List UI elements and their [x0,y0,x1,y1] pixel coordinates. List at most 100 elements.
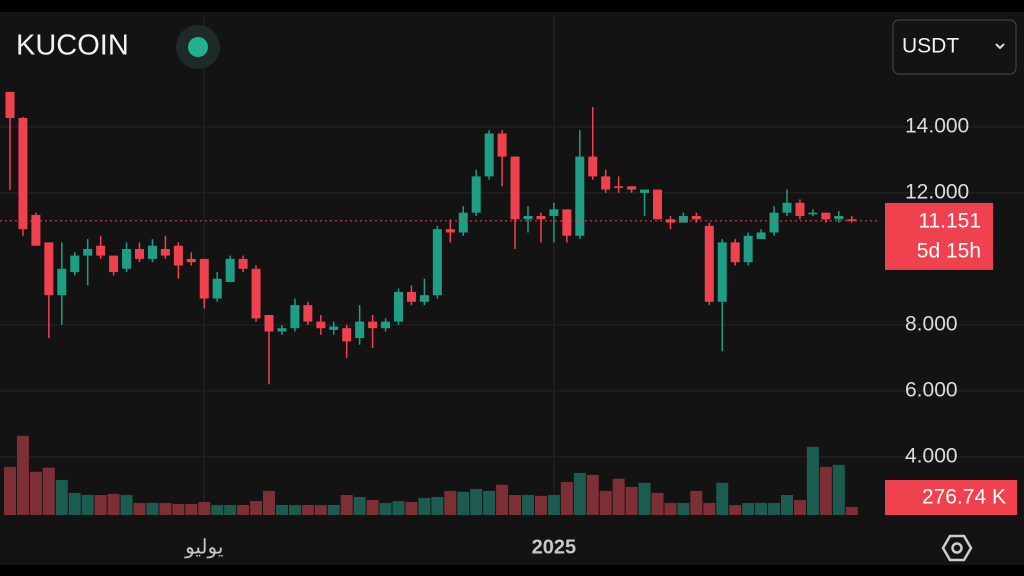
volume-bar [133,502,146,515]
select-label[interactable]: USDT [902,35,959,58]
volume-bar [509,494,522,515]
x-tick-label: يوليو [184,536,223,558]
panel [0,12,1024,565]
volume-bar [159,502,172,515]
volume-bar [651,492,664,515]
candle-body [394,291,403,322]
candle-body [18,117,28,230]
volume-bar [107,493,120,515]
exchange-name: KUCOIN [16,30,129,62]
volume-bar [742,502,755,515]
volume-bar [81,494,94,515]
volume-bar [172,503,185,515]
volume-bar [237,504,250,515]
volume-bar [496,484,509,515]
candle-body [834,215,844,220]
volume-bar [301,504,314,515]
status-dot [188,37,208,57]
volume-bar [457,491,470,515]
candle-body [536,215,546,220]
chevron[interactable] [995,43,1005,50]
volume-bar [599,490,612,515]
volume-bar [42,467,55,515]
y-tick-label: 14.000 [905,114,969,137]
candle-body [821,212,831,220]
candle-body [368,321,378,329]
candle-body [290,305,300,329]
volume-bar [612,478,625,515]
candle-body [329,326,339,330]
volume-bar [198,501,211,515]
volume-bar [29,471,42,515]
volume-bar [690,490,703,515]
candle-body [601,176,611,190]
volume-bar [431,497,444,515]
candle-body [316,321,326,329]
volume-bar [586,474,599,515]
volume-bar [729,504,742,515]
candle-body [471,176,481,213]
volume-bar [250,501,263,515]
candle-body [653,189,662,220]
candle-body [497,133,507,157]
volume-bar [534,495,547,515]
volume-bar [845,506,858,515]
y-tick-label: 8.000 [905,312,958,335]
candle-body [678,215,688,223]
volume-label: 276.74 K [922,486,1006,509]
volume-label-box [885,480,1017,515]
candle-body [70,255,80,273]
candle-body [83,248,93,256]
volume-bar [146,502,159,515]
volume-bar [522,494,534,515]
candle-body [264,315,274,332]
candle-body [57,268,67,296]
y-tick-label: 4.000 [905,444,958,467]
volume-bar [68,492,81,515]
select-box[interactable] [892,19,1017,75]
candle-body [303,305,313,322]
candle-body [458,212,468,233]
candle-body [549,209,559,216]
last-price-box [885,202,993,270]
candle-body [122,248,132,269]
volume-bar [224,504,237,515]
volume-bar [625,486,638,515]
candle-body [173,245,183,266]
candle-body [588,156,598,177]
candle-body [575,156,585,236]
candle-body [484,133,494,177]
candle-body [355,321,365,339]
candle-body [147,245,157,259]
volume-bar [327,504,340,515]
volume-bar [638,482,651,515]
candle-body [523,215,533,220]
currency-select[interactable]: USDT [892,19,1017,75]
volume-bar [806,446,819,515]
volume-bar [547,494,560,515]
candle-body [5,91,15,118]
last-price-label: 11.151 [918,209,981,232]
settings-core[interactable] [951,542,963,554]
volume-bar [819,466,832,515]
candle-body [445,229,455,233]
candle-body [135,248,144,259]
candle-body [510,156,520,220]
volume-bar [4,466,16,515]
candle-body [96,245,106,256]
candle-body [756,232,766,240]
settings-icon[interactable] [941,534,973,562]
volume-bar [768,502,781,515]
settings-hex[interactable] [941,534,973,562]
candle-body [640,189,650,193]
volume-bar [366,499,379,515]
candle-body [614,186,624,188]
candle-body [406,291,416,302]
volume-bar [263,490,275,515]
candle-body [795,202,805,216]
candle-body [627,186,637,190]
candle-body [730,242,740,263]
candle-body [277,328,287,332]
